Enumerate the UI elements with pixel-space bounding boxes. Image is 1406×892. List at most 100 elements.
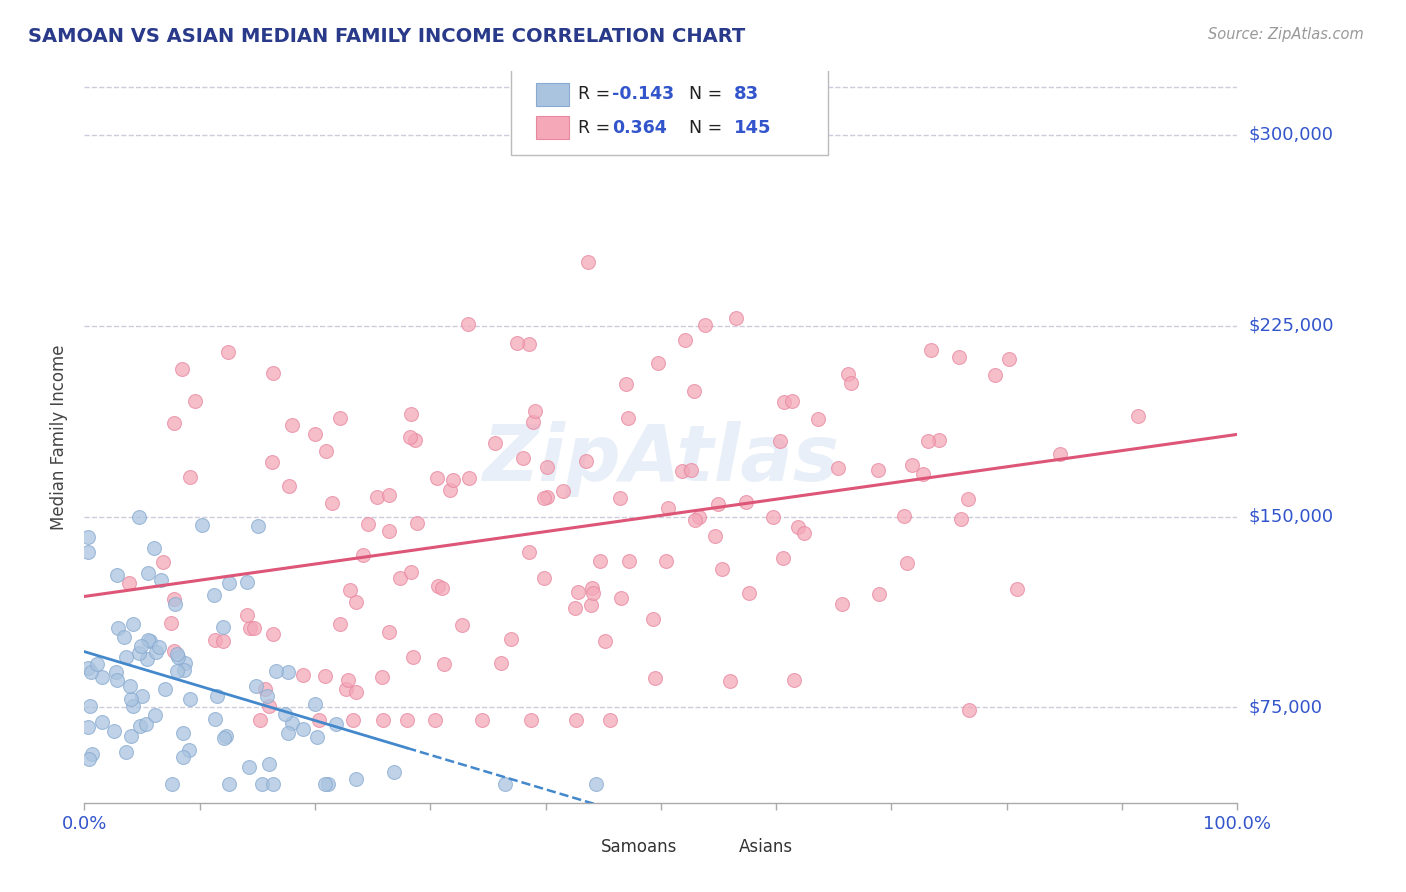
Text: $75,000: $75,000 bbox=[1249, 698, 1323, 716]
Point bbox=[565, 713, 588, 727]
Point bbox=[120, 729, 142, 743]
Point bbox=[793, 526, 815, 541]
Point bbox=[264, 664, 287, 678]
Point bbox=[494, 777, 516, 791]
Point bbox=[426, 579, 449, 593]
Point bbox=[786, 520, 808, 534]
Point bbox=[683, 513, 706, 527]
Point bbox=[396, 713, 419, 727]
Point bbox=[567, 585, 589, 599]
Point bbox=[616, 411, 638, 425]
Text: Source: ZipAtlas.com: Source: ZipAtlas.com bbox=[1208, 27, 1364, 42]
Point bbox=[451, 617, 474, 632]
Point bbox=[262, 627, 284, 641]
Point bbox=[512, 450, 534, 465]
Point bbox=[308, 713, 330, 727]
Text: -0.143: -0.143 bbox=[613, 85, 675, 103]
Point bbox=[236, 608, 259, 623]
Point bbox=[112, 631, 135, 645]
Point bbox=[901, 458, 924, 473]
Point bbox=[257, 699, 280, 714]
Point bbox=[654, 554, 676, 568]
Point bbox=[174, 656, 197, 670]
Point bbox=[501, 632, 523, 646]
Point bbox=[957, 703, 980, 717]
Point bbox=[134, 717, 156, 731]
Point bbox=[551, 484, 574, 499]
Point bbox=[281, 715, 304, 730]
Point bbox=[868, 463, 890, 477]
Point bbox=[103, 723, 125, 738]
Point bbox=[489, 656, 512, 670]
Point bbox=[342, 713, 364, 727]
Point bbox=[484, 436, 506, 450]
Point bbox=[212, 634, 235, 648]
Point bbox=[948, 350, 970, 364]
Point bbox=[344, 594, 367, 608]
Text: Asians: Asians bbox=[740, 838, 793, 856]
Point bbox=[128, 509, 150, 524]
Point bbox=[250, 777, 273, 791]
Point bbox=[277, 665, 299, 680]
Point bbox=[118, 576, 141, 591]
Point bbox=[257, 757, 280, 772]
Point bbox=[135, 652, 157, 666]
Point bbox=[536, 490, 558, 504]
Point bbox=[911, 467, 934, 481]
Point bbox=[304, 426, 326, 441]
Point bbox=[706, 497, 728, 511]
Point bbox=[77, 544, 100, 558]
Point bbox=[215, 729, 238, 743]
Point bbox=[212, 731, 235, 746]
Point bbox=[683, 384, 706, 398]
Point bbox=[647, 356, 669, 370]
Point bbox=[575, 454, 598, 468]
Point bbox=[769, 434, 792, 448]
Point bbox=[160, 777, 183, 791]
Point bbox=[314, 777, 336, 791]
Point bbox=[118, 679, 141, 693]
Point bbox=[1128, 409, 1150, 424]
Point bbox=[720, 674, 742, 689]
Point bbox=[121, 616, 143, 631]
Point bbox=[564, 601, 586, 615]
Point bbox=[247, 518, 270, 533]
Point bbox=[150, 573, 173, 587]
Point bbox=[121, 699, 143, 714]
Point bbox=[344, 685, 367, 699]
Point bbox=[139, 633, 162, 648]
Text: $225,000: $225,000 bbox=[1249, 317, 1334, 334]
Point bbox=[166, 665, 188, 679]
Point bbox=[136, 566, 159, 581]
Point bbox=[703, 529, 725, 543]
Point bbox=[107, 621, 129, 635]
Point bbox=[783, 673, 806, 687]
Point bbox=[143, 707, 166, 722]
Text: N =: N = bbox=[678, 85, 728, 103]
Text: 0.364: 0.364 bbox=[613, 119, 668, 136]
Point bbox=[79, 699, 101, 714]
Point bbox=[725, 310, 748, 325]
Point bbox=[579, 598, 602, 612]
Point bbox=[536, 459, 558, 474]
Point bbox=[120, 691, 142, 706]
Point bbox=[920, 343, 942, 357]
Point bbox=[734, 495, 756, 509]
Point bbox=[260, 455, 283, 469]
Point bbox=[430, 581, 453, 595]
Point bbox=[143, 541, 166, 555]
Point bbox=[738, 586, 761, 600]
Point bbox=[163, 644, 186, 658]
Text: 145: 145 bbox=[734, 119, 770, 136]
Point bbox=[211, 619, 233, 633]
Point bbox=[388, 571, 411, 585]
Point bbox=[86, 657, 108, 672]
Point bbox=[433, 657, 456, 672]
Point bbox=[614, 377, 637, 392]
Point bbox=[533, 571, 555, 585]
Point bbox=[236, 575, 259, 590]
Point bbox=[599, 713, 621, 727]
Text: 83: 83 bbox=[734, 85, 759, 103]
Point bbox=[114, 650, 136, 665]
Point bbox=[533, 491, 555, 506]
